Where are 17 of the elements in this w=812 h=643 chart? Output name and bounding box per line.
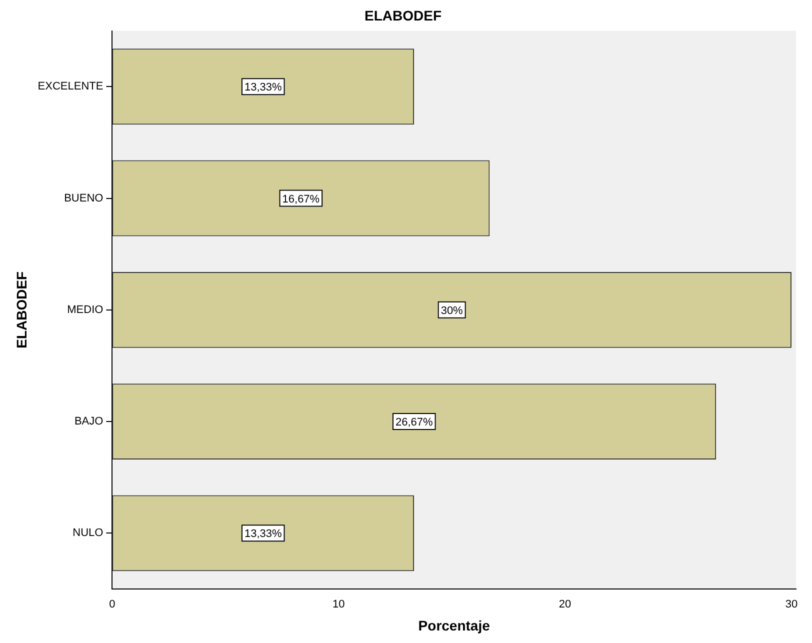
data-label: 16,67% bbox=[282, 193, 320, 206]
data-label: 26,67% bbox=[395, 416, 434, 429]
data-label: 13,33% bbox=[244, 528, 282, 540]
x-tick-label: 0 bbox=[109, 598, 116, 611]
data-label: 30% bbox=[440, 304, 464, 317]
y-tick-label: MEDIO bbox=[67, 304, 104, 316]
y-tick-label: BUENO bbox=[64, 192, 104, 204]
data-label: 13,33% bbox=[244, 82, 282, 94]
x-tick-label: 30 bbox=[785, 598, 798, 611]
chart-title: ELABODEF bbox=[364, 7, 442, 24]
x-tick-label: 10 bbox=[332, 598, 345, 611]
y-tick-label: NULO bbox=[72, 527, 104, 540]
x-tick-label: 20 bbox=[558, 598, 572, 611]
y-tick-label: EXCELENTE bbox=[38, 80, 104, 93]
x-axis-title: Porcentaje bbox=[418, 617, 490, 634]
y-axis-title: ELABODEF bbox=[13, 270, 30, 348]
y-tick-label: BAJO bbox=[74, 416, 104, 428]
